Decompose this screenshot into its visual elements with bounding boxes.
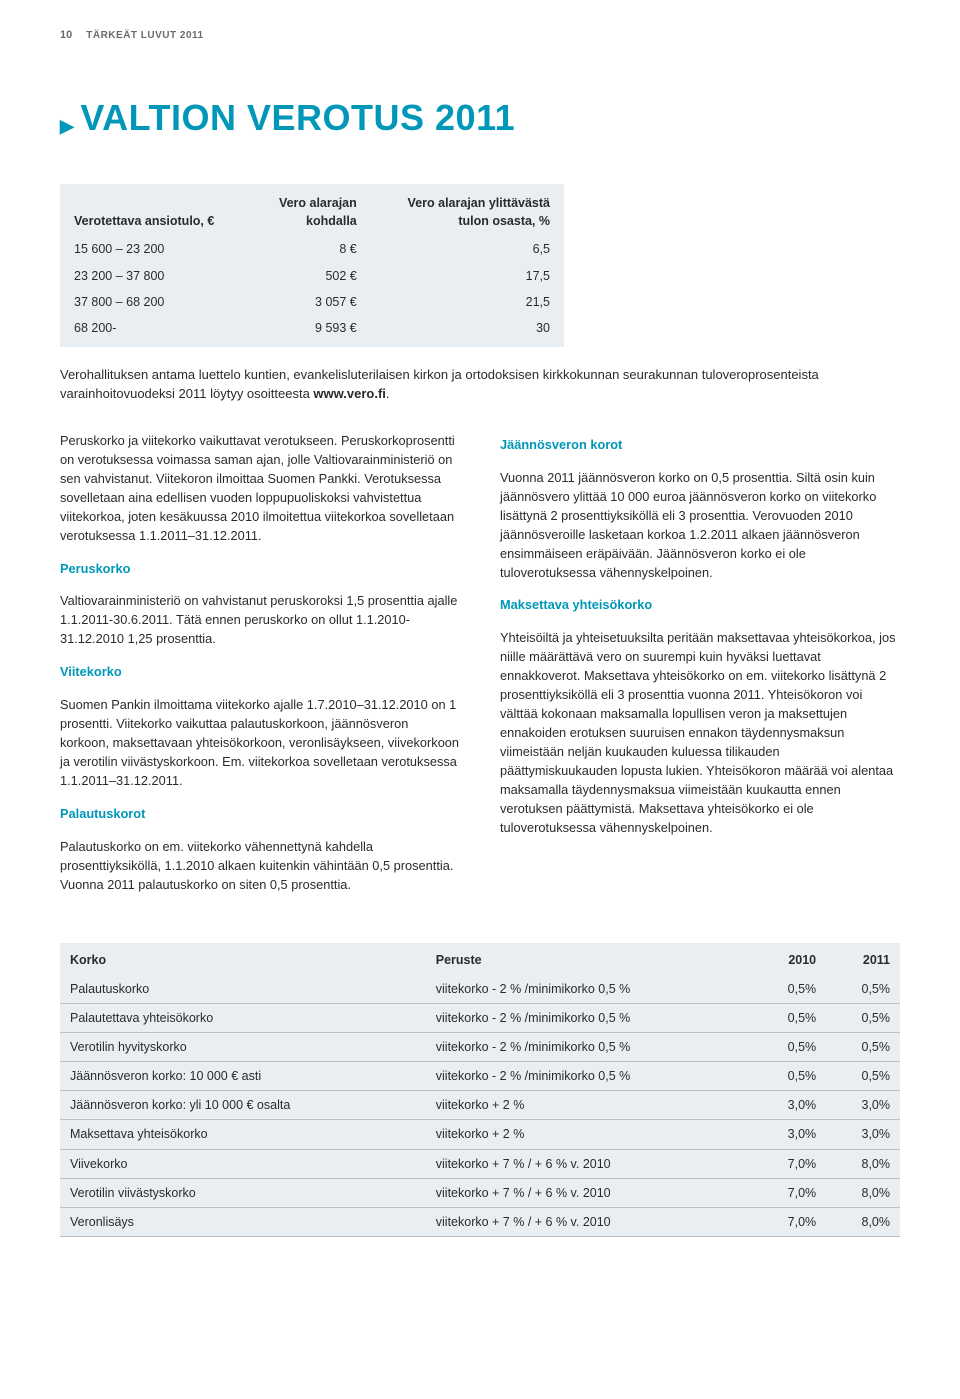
th-2011: 2011	[826, 943, 900, 975]
triangle-icon: ▶	[60, 116, 74, 136]
rates-table: Korko Peruste 2010 2011 Palautuskorkovii…	[60, 943, 900, 1237]
page-header: 10 TÄRKEÄT LUVUT 2011	[60, 28, 900, 44]
table-row: Maksettava yhteisökorkoviitekorko + 2 %3…	[60, 1120, 900, 1149]
tax-bracket-table: Verotettava ansiotulo, € Vero alarajanko…	[60, 184, 564, 347]
body-text: Peruskorko ja viitekorko vaikuttavat ver…	[60, 432, 460, 546]
body-text: Yhteisöiltä ja yhteisetuuksilta peritään…	[500, 629, 900, 837]
body-text: Valtiovarainministeriö on vahvistanut pe…	[60, 592, 460, 649]
table-row: 23 200 – 37 800502 €17,5	[60, 263, 564, 289]
left-column: Peruskorko ja viitekorko vaikuttavat ver…	[60, 432, 460, 909]
th-income: Verotettava ansiotulo, €	[60, 184, 251, 236]
table-row: 68 200-9 593 €30	[60, 315, 564, 347]
table-row: Verotilin viivästyskorkoviitekorko + 7 %…	[60, 1178, 900, 1207]
table-row: Jäännösveron korko: yli 10 000 € osaltav…	[60, 1091, 900, 1120]
table-row: Verotilin hyvityskorkoviitekorko - 2 % /…	[60, 1033, 900, 1062]
title-text: VALTION VEROTUS 2011	[80, 97, 515, 138]
intro-paragraph: Verohallituksen antama luettelo kuntien,…	[60, 365, 900, 404]
table-row: Jäännösveron korko: 10 000 € astiviiteko…	[60, 1062, 900, 1091]
table-row: Veronlisäysviitekorko + 7 % / + 6 % v. 2…	[60, 1207, 900, 1236]
body-text: Suomen Pankin ilmoittama viitekorko ajal…	[60, 696, 460, 791]
page-number: 10	[60, 28, 72, 44]
subheading: Palautuskorot	[60, 805, 460, 824]
subheading: Viitekorko	[60, 663, 460, 682]
right-column: Jäännösveron korot Vuonna 2011 jäännösve…	[500, 432, 900, 909]
th-base: Vero alarajankohdalla	[251, 184, 371, 236]
th-peruste: Peruste	[426, 943, 753, 975]
body-text: Palautuskorko on em. viitekorko vähennet…	[60, 838, 460, 895]
subheading: Jäännösveron korot	[500, 436, 900, 455]
table-row: Palautuskorkoviitekorko - 2 % /minimikor…	[60, 975, 900, 1004]
table-row: 15 600 – 23 2008 €6,5	[60, 236, 564, 262]
table-row: Viivekorkoviitekorko + 7 % / + 6 % v. 20…	[60, 1149, 900, 1178]
table-row: 37 800 – 68 2003 057 €21,5	[60, 289, 564, 315]
subheading: Peruskorko	[60, 560, 460, 579]
th-korko: Korko	[60, 943, 426, 975]
th-2010: 2010	[752, 943, 826, 975]
th-pct: Vero alarajan ylittävästätulon osasta, %	[371, 184, 564, 236]
subheading: Maksettava yhteisökorko	[500, 596, 900, 615]
page-title: ▶ VALTION VEROTUS 2011	[60, 92, 900, 144]
table-row: Palautettava yhteisökorkoviitekorko - 2 …	[60, 1003, 900, 1032]
body-text: Vuonna 2011 jäännösveron korko on 0,5 pr…	[500, 469, 900, 583]
header-label: TÄRKEÄT LUVUT 2011	[86, 29, 203, 44]
